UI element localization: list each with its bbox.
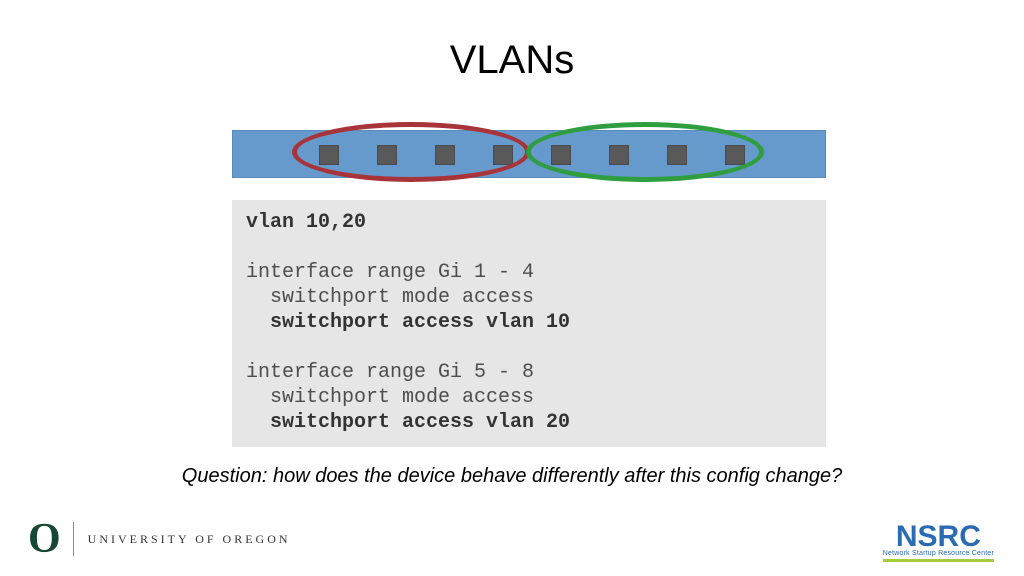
- code-line: [246, 335, 812, 360]
- footer: O UNIVERSITY OF OREGON NSRC Network Star…: [0, 516, 1024, 566]
- uo-logo: O UNIVERSITY OF OREGON: [28, 518, 291, 560]
- uo-text: UNIVERSITY OF OREGON: [88, 532, 291, 547]
- vlan-group-ellipse: [526, 122, 764, 182]
- uo-o-icon: O: [28, 518, 59, 560]
- nsrc-main-text: NSRC: [883, 523, 994, 550]
- code-line: [246, 235, 812, 260]
- code-line: switchport mode access: [246, 385, 812, 410]
- code-line: switchport access vlan 20: [246, 410, 812, 435]
- code-line: interface range Gi 5 - 8: [246, 360, 812, 385]
- code-line: interface range Gi 1 - 4: [246, 260, 812, 285]
- nsrc-logo: NSRC Network Startup Resource Center: [883, 523, 994, 562]
- code-line: switchport access vlan 10: [246, 310, 812, 335]
- code-line: switchport mode access: [246, 285, 812, 310]
- switch-diagram: [232, 130, 826, 178]
- vlan-group-ellipse: [292, 122, 530, 182]
- question-text: Question: how does the device behave dif…: [0, 465, 1024, 488]
- config-code-block: vlan 10,20 interface range Gi 1 - 4 swit…: [232, 200, 826, 447]
- slide-title: VLANs: [0, 38, 1024, 83]
- nsrc-underline: [883, 559, 994, 562]
- uo-divider: [73, 522, 74, 556]
- code-line: vlan 10,20: [246, 210, 812, 235]
- slide: VLANs vlan 10,20 interface range Gi 1 - …: [0, 0, 1024, 576]
